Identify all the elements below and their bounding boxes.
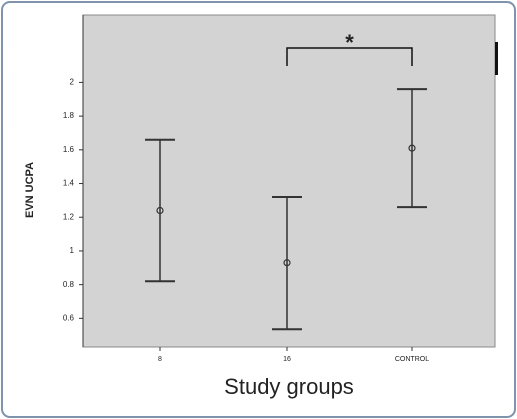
- y-tick-label: 0.6: [63, 313, 75, 322]
- y-tick-label: 1.6: [63, 145, 75, 154]
- x-axis-label: Study groups: [224, 374, 354, 399]
- y-axis-label: EVN UCPA: [24, 162, 36, 218]
- y-tick-label: 1.8: [63, 111, 75, 120]
- y-tick-label: 1.4: [63, 179, 75, 188]
- y-tick-label: 2: [70, 78, 75, 87]
- significance-bracket: [286, 47, 413, 66]
- x-tick-label: 16: [283, 356, 291, 363]
- x-tick-label: CONTROL: [395, 356, 429, 363]
- significance-annotation: *: [345, 30, 354, 55]
- x-tick-label: 8: [158, 356, 162, 363]
- mean-point: [156, 206, 164, 215]
- mean-point: [283, 259, 291, 267]
- y-tick-label: 1.2: [63, 212, 75, 221]
- y-tick-label: 0.8: [63, 280, 75, 289]
- edge-mark: [495, 42, 498, 75]
- mean-point: [408, 144, 416, 152]
- y-tick-label: 1: [70, 246, 75, 255]
- plot-area: [82, 14, 496, 348]
